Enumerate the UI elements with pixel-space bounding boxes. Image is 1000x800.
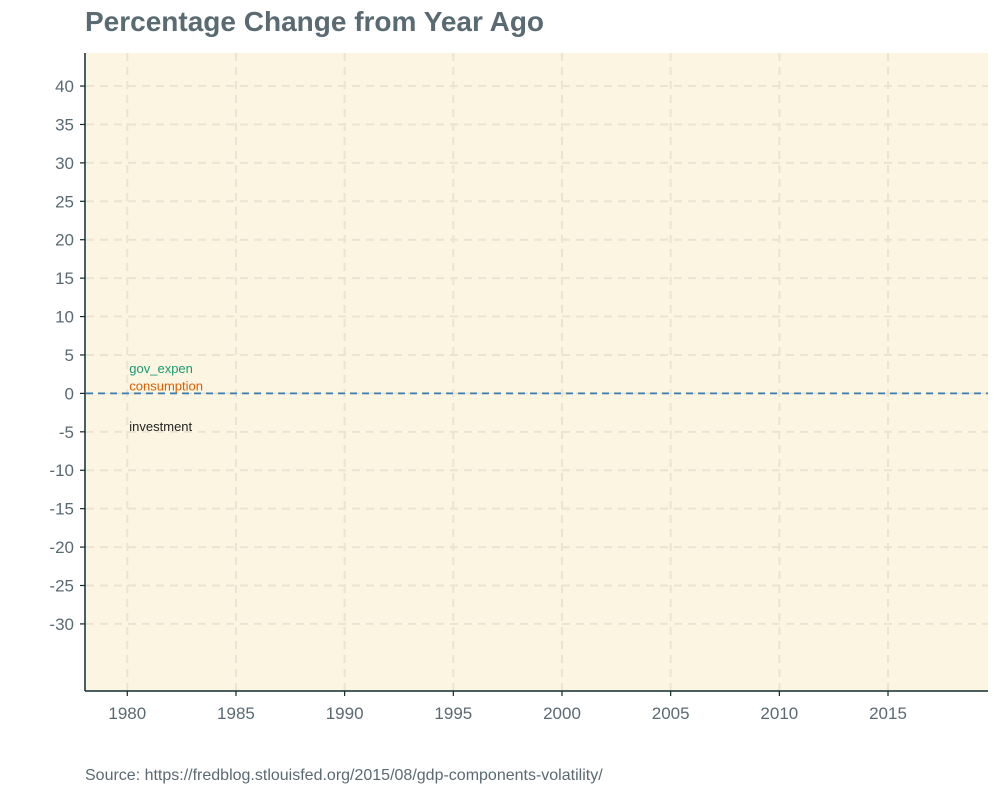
y-tick-label: 15 <box>55 269 74 288</box>
y-tick-label: 35 <box>55 115 74 134</box>
y-tick-label: -10 <box>49 461 74 480</box>
x-tick-label: 2005 <box>652 704 690 723</box>
x-axis-ticks: 1980 1985 1990 1995 2000 2005 2010 2015 <box>108 691 907 723</box>
plot-panel <box>86 53 988 690</box>
source-caption: Source: https://fredblog.stlouisfed.org/… <box>85 767 603 784</box>
x-tick-label: 1980 <box>108 704 146 723</box>
y-tick-label: -25 <box>49 576 74 595</box>
y-tick-label: 10 <box>55 308 74 327</box>
y-tick-label: -20 <box>49 538 74 557</box>
chart-title: Percentage Change from Year Ago <box>85 6 545 37</box>
y-tick-label: -15 <box>49 500 74 519</box>
y-tick-label: 5 <box>65 346 74 365</box>
series-label-gov_expen: gov_expen <box>129 361 193 376</box>
x-tick-label: 1985 <box>217 704 255 723</box>
x-tick-label: 1990 <box>326 704 364 723</box>
x-tick-label: 1995 <box>434 704 472 723</box>
y-tick-label: 40 <box>55 77 74 96</box>
x-tick-label: 2015 <box>869 704 907 723</box>
y-tick-label: -5 <box>59 423 74 442</box>
series-label-investment: investment <box>129 419 192 434</box>
series-group: gov_expen consumption investment <box>129 361 203 434</box>
y-tick-label: 20 <box>55 231 74 250</box>
x-tick-label: 2010 <box>760 704 798 723</box>
y-tick-label: 30 <box>55 154 74 173</box>
y-tick-label: 25 <box>55 192 74 211</box>
y-tick-label: 0 <box>65 384 74 403</box>
y-axis-ticks: 40 35 30 25 20 15 10 5 0 -5 -10 -15 -20 -25 -30 <box>49 77 85 634</box>
y-tick-label: -30 <box>49 615 74 634</box>
series-label-consumption: consumption <box>129 378 203 393</box>
x-tick-label: 2000 <box>543 704 581 723</box>
